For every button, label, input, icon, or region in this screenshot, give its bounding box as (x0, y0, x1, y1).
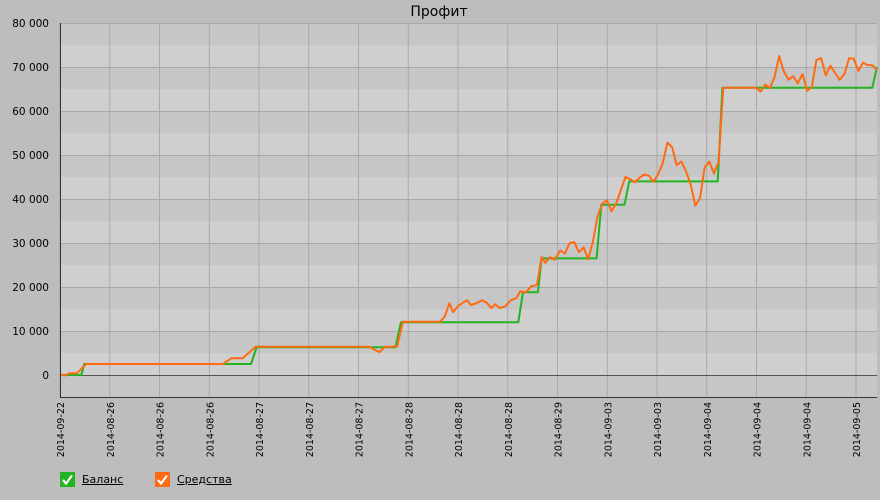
check-icon[interactable] (155, 471, 170, 487)
plot-band (60, 265, 877, 287)
legend-item-equity[interactable]: Средства (155, 469, 232, 489)
y-tick-label: 60 000 (12, 106, 49, 118)
y-tick-label: 50 000 (12, 150, 49, 162)
legend-item-balance[interactable]: Баланс (60, 469, 123, 489)
y-tick-label: 70 000 (12, 62, 49, 74)
y-tick-label: 30 000 (12, 238, 49, 250)
series-line-equity (59, 55, 878, 377)
x-tick-label: 2014-09-04 (753, 402, 764, 457)
x-tick-labels: 2014-09-22 2014-08-26 2014-08-26 2014-08-26… (56, 402, 863, 457)
x-tick-label: 2014-08-28 (504, 402, 515, 457)
plot-band (60, 353, 877, 375)
x-tick-label: 2014-08-26 (156, 402, 167, 457)
plot-background (60, 23, 877, 397)
x-tick-label: 2014-09-04 (802, 402, 813, 457)
x-tick-label: 2014-08-26 (205, 402, 216, 457)
x-tick-label: 2014-08-27 (255, 402, 266, 457)
y-tick-label: 10 000 (12, 326, 49, 338)
plot-band (60, 45, 877, 67)
series-layer (59, 55, 878, 377)
x-tick-label: 2014-08-29 (554, 402, 565, 457)
y-tick-label: 0 (42, 370, 49, 382)
chart-title: Профит (410, 4, 467, 20)
plot-band (60, 309, 877, 331)
x-tick-label: 2014-09-03 (603, 402, 614, 457)
legend: Баланс Средства (0, 469, 880, 493)
y-tick-label: 40 000 (12, 194, 49, 206)
y-tick-label: 20 000 (12, 282, 49, 294)
legend-label-equity[interactable]: Средства (177, 472, 232, 486)
plot-band (60, 177, 877, 199)
plot-band (60, 89, 877, 111)
axes (60, 23, 877, 398)
x-tick-label: 2014-08-26 (106, 402, 117, 457)
x-tick-label: 2014-08-28 (404, 402, 415, 457)
y-tick-label: 80 000 (12, 18, 49, 30)
plot-band (60, 133, 877, 155)
x-tick-label: 2014-09-22 (56, 402, 67, 457)
x-tick-label: 2014-09-05 (852, 402, 863, 457)
x-tick-label: 2014-09-03 (653, 402, 664, 457)
x-tick-label: 2014-08-27 (305, 402, 316, 457)
plot-band (60, 221, 877, 243)
y-tick-labels: 0 10 000 20 000 30 000 40 000 50 000 60 000 70 … (12, 18, 49, 382)
x-tick-label: 2014-09-04 (703, 402, 714, 457)
check-icon[interactable] (60, 471, 75, 487)
x-tick-label: 2014-08-28 (454, 402, 465, 457)
x-tick-label: 2014-08-27 (355, 402, 366, 457)
legend-label-balance[interactable]: Баланс (82, 472, 124, 486)
